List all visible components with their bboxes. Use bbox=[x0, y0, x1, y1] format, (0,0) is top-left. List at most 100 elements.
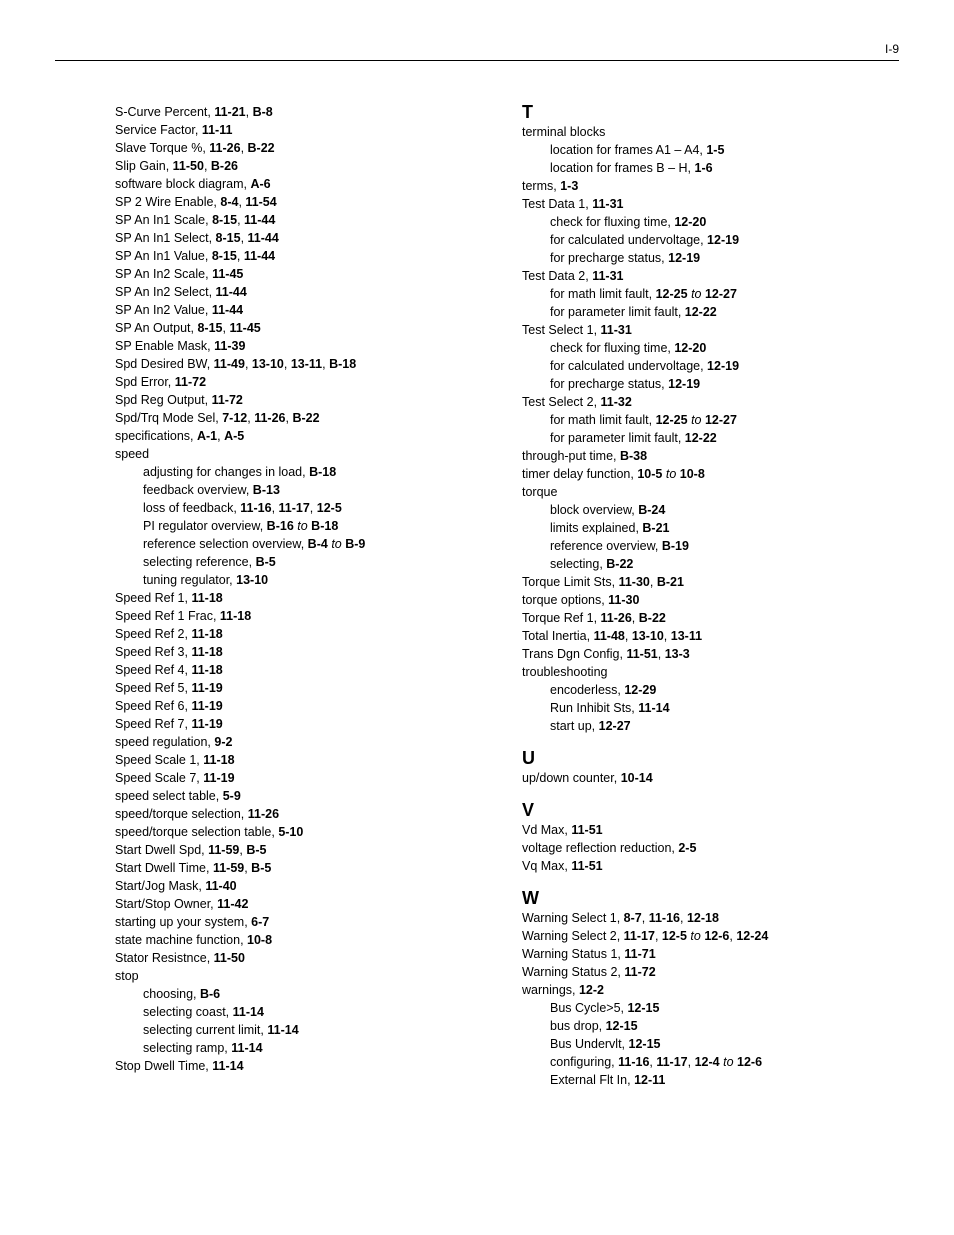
entry-text: SP Enable Mask, bbox=[115, 339, 214, 353]
index-subentry: selecting current limit, 11-14 bbox=[115, 1021, 492, 1039]
index-entry: SP An In1 Scale, 8-15, 11-44 bbox=[115, 211, 492, 229]
page-ref: 12-25 bbox=[656, 413, 688, 427]
page-ref: 11-11 bbox=[202, 123, 233, 137]
page-ref: 11-72 bbox=[624, 965, 655, 979]
index-subentry: Bus Cycle>5, 12-15 bbox=[522, 999, 899, 1017]
entry-text: SP An In1 Scale, bbox=[115, 213, 212, 227]
page-ref: 8-15 bbox=[212, 213, 237, 227]
entry-text: warnings, bbox=[522, 983, 579, 997]
page-ref: 9-2 bbox=[214, 735, 232, 749]
page-ref: 12-27 bbox=[705, 413, 737, 427]
index-entry: Torque Limit Sts, 11-30, B-21 bbox=[522, 573, 899, 591]
entry-text: Speed Ref 5, bbox=[115, 681, 191, 695]
index-entry: Vq Max, 11-51 bbox=[522, 857, 899, 875]
entry-text: encoderless, bbox=[550, 683, 624, 697]
page-ref: 11-39 bbox=[214, 339, 245, 353]
entry-text: adjusting for changes in load, bbox=[143, 465, 309, 479]
index-entry: specifications, A-1, A-5 bbox=[115, 427, 492, 445]
index-subentry: choosing, B-6 bbox=[115, 985, 492, 1003]
page-ref: 1-3 bbox=[560, 179, 578, 193]
entry-text: speed select table, bbox=[115, 789, 223, 803]
entry-text: selecting current limit, bbox=[143, 1023, 267, 1037]
entry-text: Speed Ref 1 Frac, bbox=[115, 609, 220, 623]
index-entry: voltage reflection reduction, 2-5 bbox=[522, 839, 899, 857]
entry-text: torque bbox=[522, 485, 557, 499]
page-ref: B-21 bbox=[657, 575, 684, 589]
page-ref: 12-19 bbox=[707, 359, 739, 373]
entry-text: Warning Select 2, bbox=[522, 929, 624, 943]
entry-text: Warning Status 2, bbox=[522, 965, 624, 979]
page-ref: 11-18 bbox=[220, 609, 251, 623]
entry-text: Test Select 2, bbox=[522, 395, 601, 409]
page-ref: B-18 bbox=[311, 519, 338, 533]
index-subentry: selecting, B-22 bbox=[522, 555, 899, 573]
page-ref: 11-71 bbox=[624, 947, 655, 961]
page-ref: B-13 bbox=[253, 483, 280, 497]
index-entry: Test Select 2, 11-32 bbox=[522, 393, 899, 411]
page-ref: B-16 bbox=[267, 519, 294, 533]
index-subentry: check for fluxing time, 12-20 bbox=[522, 213, 899, 231]
index-entry: speed select table, 5-9 bbox=[115, 787, 492, 805]
page-ref: 11-26 bbox=[209, 141, 240, 155]
page-ref: 11-44 bbox=[244, 213, 275, 227]
entry-text: start up, bbox=[550, 719, 599, 733]
entry-text: terms, bbox=[522, 179, 560, 193]
entry-text: for math limit fault, bbox=[550, 413, 656, 427]
page-ref: 11-19 bbox=[191, 699, 222, 713]
page-ref: B-22 bbox=[292, 411, 319, 425]
entry-text: SP An In1 Select, bbox=[115, 231, 216, 245]
index-subentry: block overview, B-24 bbox=[522, 501, 899, 519]
page-ref: 13-3 bbox=[665, 647, 690, 661]
index-subentry: adjusting for changes in load, B-18 bbox=[115, 463, 492, 481]
page-ref: 11-17 bbox=[624, 929, 655, 943]
entry-text: Trans Dgn Config, bbox=[522, 647, 626, 661]
entry-text: location for frames A1 – A4, bbox=[550, 143, 706, 157]
entry-text: troubleshooting bbox=[522, 665, 607, 679]
page-ref: 11-19 bbox=[191, 681, 222, 695]
index-entry: speed/torque selection table, 5-10 bbox=[115, 823, 492, 841]
page-ref: B-6 bbox=[200, 987, 220, 1001]
page-ref: 5-9 bbox=[223, 789, 241, 803]
index-entry: SP An In1 Select, 8-15, 11-44 bbox=[115, 229, 492, 247]
index-entry: Spd Desired BW, 11-49, 13-10, 13-11, B-1… bbox=[115, 355, 492, 373]
index-entry: SP An In2 Scale, 11-45 bbox=[115, 265, 492, 283]
page-ref: 11-31 bbox=[592, 269, 623, 283]
page-ref: 11-19 bbox=[203, 771, 234, 785]
entry-text: SP An Output, bbox=[115, 321, 197, 335]
page-ref: 13-10 bbox=[252, 357, 284, 371]
index-entry: Speed Ref 3, 11-18 bbox=[115, 643, 492, 661]
page-ref: B-18 bbox=[309, 465, 336, 479]
section-heading: T bbox=[522, 103, 899, 121]
page-ref: 11-72 bbox=[212, 393, 243, 407]
entry-text: stop bbox=[115, 969, 139, 983]
index-page: I-9 S-Curve Percent, 11-21, B-8Service F… bbox=[0, 0, 954, 1235]
page-ref: 11-44 bbox=[216, 285, 247, 299]
entry-text: limits explained, bbox=[550, 521, 642, 535]
page-ref: 11-26 bbox=[248, 807, 279, 821]
page-ref: B-8 bbox=[253, 105, 273, 119]
index-subentry: configuring, 11-16, 11-17, 12-4 to 12-6 bbox=[522, 1053, 899, 1071]
page-ref: 13-11 bbox=[671, 629, 702, 643]
entry-text: Speed Ref 7, bbox=[115, 717, 191, 731]
entry-text: Slave Torque %, bbox=[115, 141, 209, 155]
entry-text: for math limit fault, bbox=[550, 287, 656, 301]
page-ref: 12-27 bbox=[705, 287, 737, 301]
columns: S-Curve Percent, 11-21, B-8Service Facto… bbox=[55, 103, 899, 1089]
page-ref: 12-19 bbox=[668, 377, 700, 391]
index-entry: Speed Ref 1 Frac, 11-18 bbox=[115, 607, 492, 625]
page-ref: 11-14 bbox=[233, 1005, 264, 1019]
page-ref: 11-48 bbox=[594, 629, 625, 643]
page-ref: 11-50 bbox=[214, 951, 245, 965]
entry-text: selecting reference, bbox=[143, 555, 256, 569]
index-subentry: selecting ramp, 11-14 bbox=[115, 1039, 492, 1057]
index-entry: Service Factor, 11-11 bbox=[115, 121, 492, 139]
entry-text: Speed Ref 1, bbox=[115, 591, 191, 605]
entry-text: block overview, bbox=[550, 503, 638, 517]
page-ref: 12-19 bbox=[668, 251, 700, 265]
page-ref: 8-7 bbox=[624, 911, 642, 925]
entry-text: location for frames B – H, bbox=[550, 161, 695, 175]
index-entry: Stop Dwell Time, 11-14 bbox=[115, 1057, 492, 1075]
index-entry: Warning Status 2, 11-72 bbox=[522, 963, 899, 981]
entry-text: PI regulator overview, bbox=[143, 519, 267, 533]
index-entry: Total Inertia, 11-48, 13-10, 13-11 bbox=[522, 627, 899, 645]
